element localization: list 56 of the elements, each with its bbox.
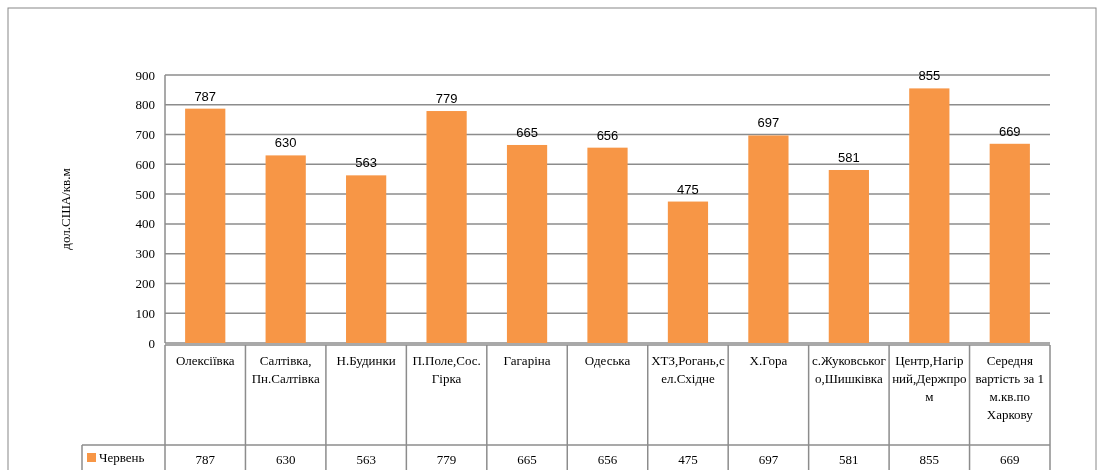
y-tick-label: 800 — [135, 97, 155, 113]
text: 779 — [436, 452, 457, 467]
data-label: 855 — [918, 68, 941, 84]
x-tick-label: Х.Гора — [749, 353, 788, 368]
data-label: 669 — [998, 123, 1021, 139]
x-tick-label: Н.Будинки — [336, 353, 396, 368]
data-label: 630 — [274, 135, 297, 151]
y-axis-title: дол.США/кв.м — [58, 168, 73, 250]
y-tick-label: 600 — [135, 156, 155, 172]
bar — [506, 144, 548, 343]
text: 581 — [839, 452, 859, 467]
x-tick-label: Одеська — [584, 353, 631, 368]
bar — [828, 169, 869, 343]
data-label: 697 — [757, 115, 780, 131]
text: 656 — [597, 452, 618, 467]
y-tick-label: 300 — [135, 246, 155, 262]
text: 665 — [517, 452, 537, 467]
y-tick-label: 900 — [135, 67, 155, 83]
y-tick-label: 400 — [135, 216, 155, 232]
bar — [989, 143, 1030, 343]
x-tick-label: ХТЗ,Рогань,сел.Східне — [651, 353, 725, 386]
data-label: 475 — [677, 181, 699, 197]
bar — [587, 147, 628, 343]
y-tick-label: 0 — [148, 335, 155, 351]
x-tick-label: Салтівка, Пн.Салтівка — [251, 353, 320, 386]
bar — [426, 111, 467, 343]
bar — [346, 175, 387, 343]
bar — [748, 135, 789, 343]
data-label: 581 — [838, 149, 860, 165]
x-tick-label: П.Поле,Сос.Гірка — [412, 353, 481, 386]
x-tick-label: с.Жуковського,Шишківка — [811, 353, 886, 386]
text: 475 — [678, 452, 698, 467]
bar — [909, 88, 950, 343]
data-label: 665 — [516, 124, 538, 140]
text: 787 — [195, 452, 216, 467]
y-tick-label: 100 — [135, 305, 155, 321]
data-label: 656 — [596, 127, 619, 143]
text: 563 — [356, 452, 376, 467]
x-tick-label: Гагаріна — [503, 353, 551, 368]
bar — [265, 155, 306, 343]
data-label: 779 — [435, 91, 458, 107]
data-label: 787 — [194, 88, 217, 104]
bar — [185, 108, 226, 343]
text: 855 — [919, 452, 940, 467]
y-tick-label: 200 — [135, 275, 155, 291]
y-tick-label: 700 — [135, 127, 155, 143]
x-tick-label: Центр,Нагірний,Держпром — [892, 353, 967, 404]
x-tick-label: Середня вартість за 1 м.кв.по Харкову — [975, 353, 1045, 422]
text: 630 — [275, 452, 296, 467]
text: 669 — [1000, 452, 1020, 467]
y-tick-label: 500 — [135, 186, 155, 202]
x-tick-label: Олексіївка — [175, 353, 235, 368]
bar — [667, 201, 709, 343]
data-label: 563 — [355, 155, 377, 171]
legend-label: Червень — [99, 450, 145, 465]
text: 697 — [758, 452, 779, 467]
